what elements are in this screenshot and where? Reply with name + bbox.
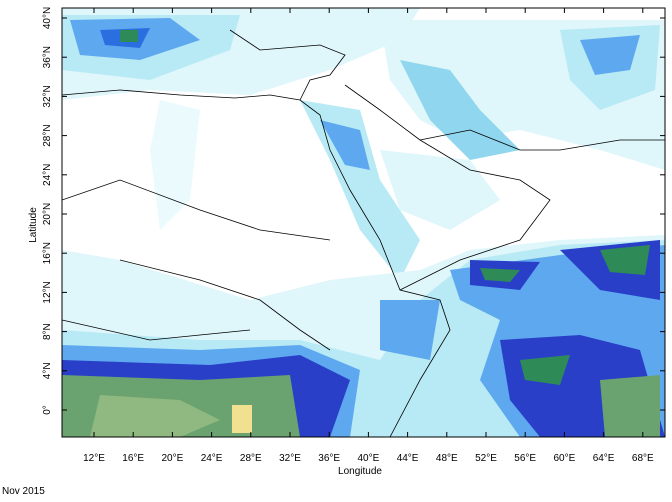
- map-frame: [61, 7, 666, 438]
- x-tick-label: 52°E: [475, 453, 497, 464]
- footer-date: Nov 2015: [2, 486, 45, 497]
- x-tick-label: 20°E: [162, 453, 184, 464]
- x-tick-label: 48°E: [436, 453, 458, 464]
- y-tick-label: 28°N: [42, 124, 53, 146]
- x-tick-label: 16°E: [122, 453, 144, 464]
- x-tick-label: 24°E: [201, 453, 223, 464]
- precipitation-field: [62, 8, 665, 437]
- coastlines: [62, 29, 665, 437]
- y-tick-label: 36°N: [42, 46, 53, 68]
- y-tick-label: 32°N: [42, 85, 53, 107]
- y-tick-label: 40°N: [42, 7, 53, 29]
- y-tick-label: 12°N: [42, 281, 53, 303]
- y-tick-label: 0°: [42, 405, 53, 415]
- y-tick-label: 20°N: [42, 203, 53, 225]
- y-axis-label: Latitude: [28, 207, 39, 243]
- x-axis-label: Longitude: [338, 466, 382, 477]
- y-tick-label: 24°N: [42, 164, 53, 186]
- x-tick-label: 32°E: [279, 453, 301, 464]
- x-tick-label: 56°E: [514, 453, 536, 464]
- x-tick-label: 28°E: [240, 453, 262, 464]
- x-tick-label: 36°E: [318, 453, 340, 464]
- x-tick-label: 12°E: [83, 453, 105, 464]
- y-tick-label: 8°N: [42, 323, 53, 340]
- y-tick-label: 16°N: [42, 242, 53, 264]
- x-tick-label: 60°E: [554, 453, 576, 464]
- x-tick-label: 64°E: [593, 453, 615, 464]
- x-tick-label: 68°E: [632, 453, 654, 464]
- x-tick-label: 40°E: [358, 453, 380, 464]
- y-tick-label: 4°N: [42, 362, 53, 379]
- x-tick-label: 44°E: [397, 453, 419, 464]
- axes: 12°E 16°E 20°E 24°E 28°E 32°E 36°E 40°E 44°E 48°E…: [42, 7, 665, 464]
